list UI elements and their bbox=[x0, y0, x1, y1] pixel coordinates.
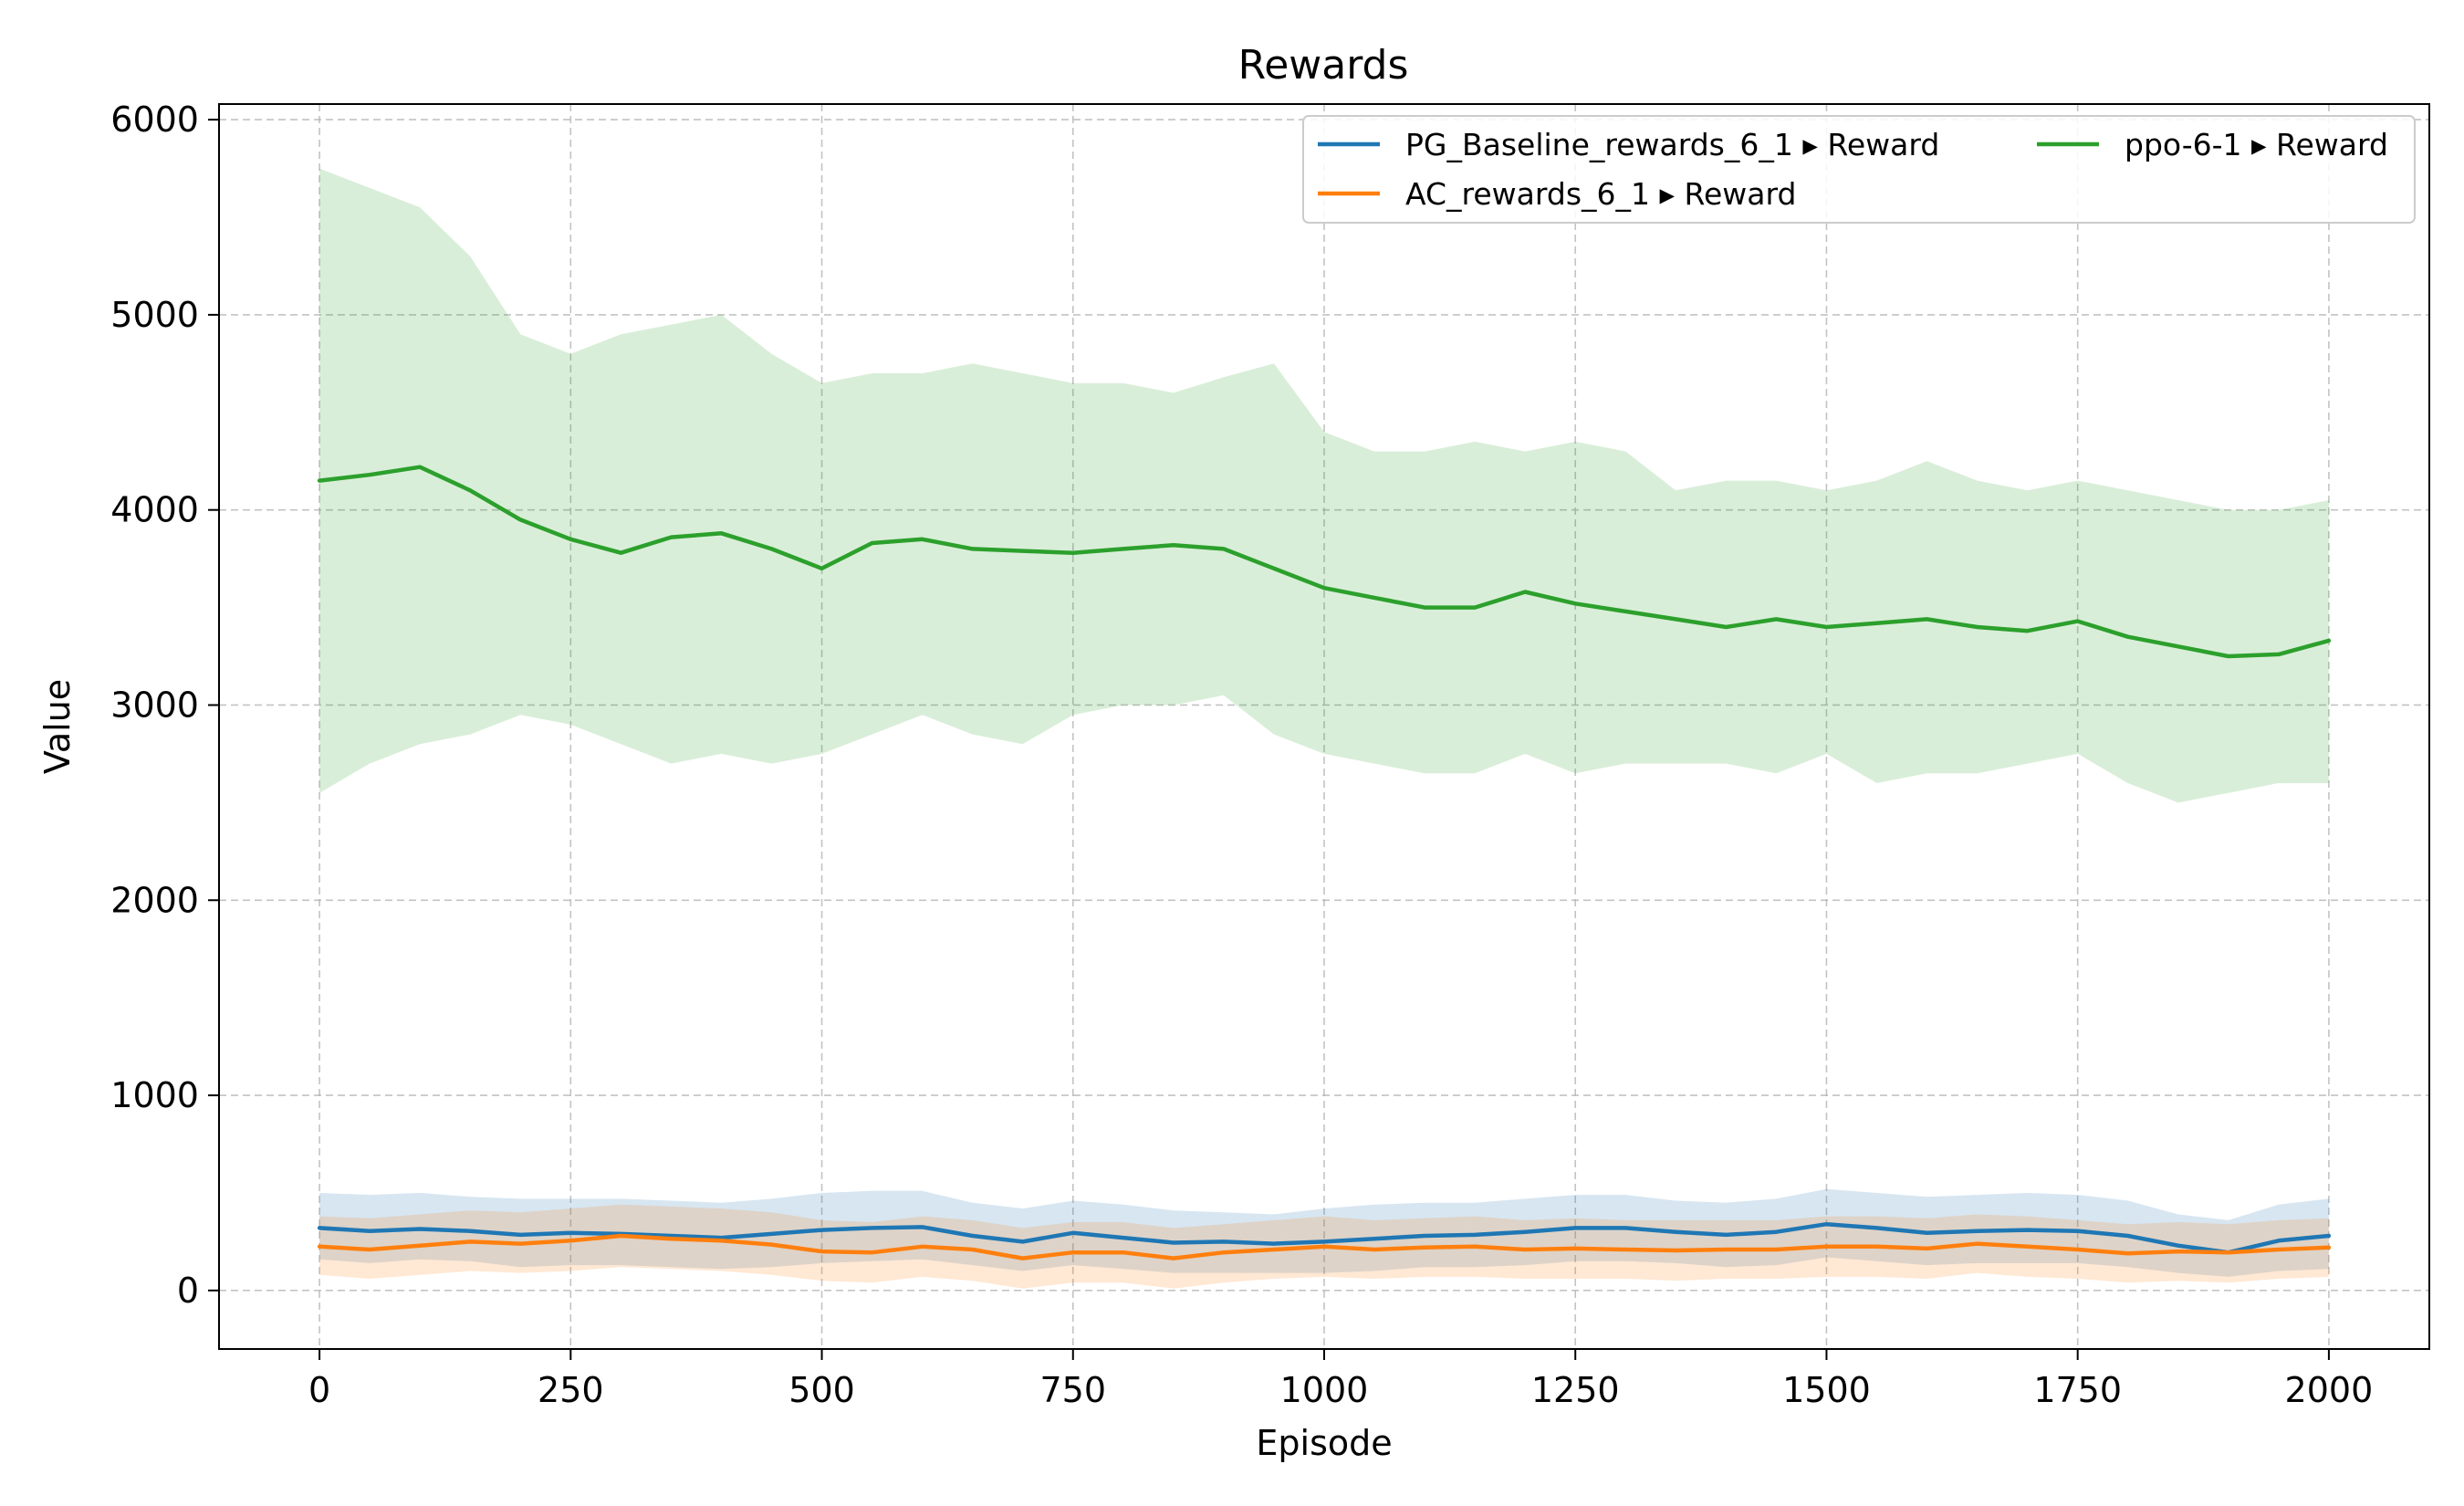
y-tick-label: 0 bbox=[177, 1271, 199, 1311]
x-tick-label: 1000 bbox=[1280, 1370, 1369, 1410]
y-axis-ticks: 0 1000 2000 3000 4000 5000 6000 bbox=[110, 99, 219, 1311]
band-pg bbox=[319, 1188, 2329, 1277]
x-tick-label: 0 bbox=[308, 1370, 330, 1410]
series-lines bbox=[317, 465, 2332, 1260]
x-tick-label: 1500 bbox=[1782, 1370, 1871, 1410]
y-axis-label: Value bbox=[37, 679, 78, 774]
x-tick-label: 500 bbox=[788, 1370, 855, 1410]
x-axis-ticks: 0 250 500 750 1000 1250 1500 1750 2000 bbox=[308, 1349, 2373, 1410]
band-ppo bbox=[319, 168, 2329, 803]
legend-frame bbox=[1302, 115, 2416, 224]
grid bbox=[219, 104, 2429, 1349]
y-tick-label: 1000 bbox=[110, 1075, 199, 1115]
y-tick-label: 5000 bbox=[110, 295, 199, 335]
x-axis-label: Episode bbox=[1256, 1423, 1392, 1463]
y-tick-label: 3000 bbox=[110, 685, 199, 725]
y-tick-label: 2000 bbox=[110, 880, 199, 920]
legend-label-ppo: ppo-6-1 ▸ Reward bbox=[2125, 127, 2388, 162]
x-tick-label: 250 bbox=[538, 1370, 604, 1410]
x-tick-label: 750 bbox=[1040, 1370, 1107, 1410]
legend-label-ac: AC_rewards_6_1 ▸ Reward bbox=[1405, 176, 1796, 212]
x-tick-label: 1750 bbox=[2033, 1370, 2122, 1410]
y-tick-label: 4000 bbox=[110, 490, 199, 530]
series-line-pg bbox=[317, 1221, 2332, 1255]
x-tick-label: 2000 bbox=[2285, 1370, 2374, 1410]
y-tick-label: 6000 bbox=[110, 99, 199, 140]
x-tick-label: 1250 bbox=[1531, 1370, 1620, 1410]
legend: PG_Baseline_rewards_6_1 ▸ Reward AC_rewa… bbox=[1302, 115, 2416, 224]
chart-title: Rewards bbox=[1238, 42, 1409, 89]
series-line-ppo bbox=[317, 465, 2332, 659]
series-line-ac bbox=[317, 1233, 2332, 1260]
legend-label-pg: PG_Baseline_rewards_6_1 ▸ Reward bbox=[1405, 127, 1939, 162]
